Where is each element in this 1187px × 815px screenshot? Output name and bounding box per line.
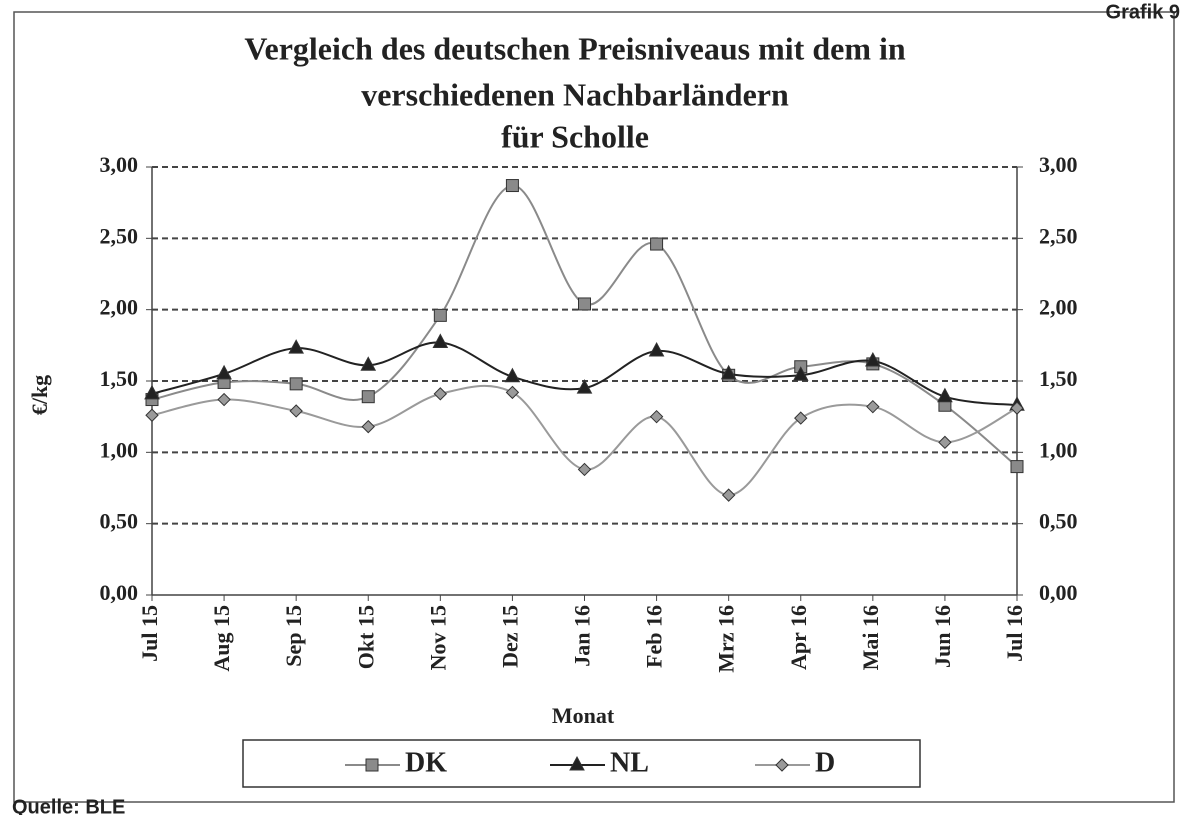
- point: [792, 366, 809, 381]
- point: [289, 404, 303, 418]
- y-tick-label: 0,00: [100, 580, 139, 605]
- point: [864, 351, 881, 367]
- y2-tick-label: 3,00: [1039, 152, 1078, 177]
- point: [504, 367, 521, 383]
- y-tick-label: 0,50: [100, 509, 139, 534]
- series-line: [151, 184, 1018, 468]
- x-tick-label: Jan 16: [570, 605, 595, 667]
- x-tick-label: Jul 15: [137, 605, 162, 662]
- y-tick-label: 2,00: [100, 295, 139, 320]
- point: [216, 364, 232, 380]
- x-tick-label: Feb 16: [642, 605, 667, 668]
- y2-tick-label: 2,00: [1039, 295, 1078, 320]
- x-tick-label: Okt 15: [353, 605, 378, 669]
- y-tick-label: 2,50: [100, 223, 139, 248]
- y-tick-label: 3,00: [100, 152, 139, 177]
- x-tick-label: Nov 15: [425, 605, 450, 670]
- x-tick-label: Aug 15: [209, 605, 234, 672]
- point: [648, 341, 665, 357]
- point: [578, 297, 591, 311]
- point: [576, 379, 593, 394]
- point: [938, 435, 952, 450]
- x-tick-label: Mai 16: [858, 605, 883, 670]
- point: [650, 237, 664, 251]
- point: [144, 384, 160, 400]
- x-tick-label: Apr 16: [786, 605, 811, 670]
- point: [505, 385, 520, 400]
- x-tick-label: Dez 15: [497, 605, 522, 668]
- series-line: [151, 341, 1018, 407]
- point: [360, 356, 377, 371]
- point: [145, 408, 159, 422]
- y-tick-label: 1,50: [100, 366, 139, 391]
- point: [577, 462, 592, 477]
- point: [289, 377, 303, 391]
- chart-title: für Scholle: [501, 118, 649, 154]
- legend-marker: [365, 758, 379, 772]
- x-tick-label: Mrz 16: [714, 605, 739, 673]
- frame: [13, 11, 1175, 803]
- point: [361, 419, 375, 434]
- point: [361, 390, 375, 404]
- series-line: [151, 384, 1018, 497]
- legend-label: D: [815, 747, 835, 778]
- y2-tick-label: 0,00: [1039, 580, 1078, 605]
- chart-title: Vergleich des deutschen Preisniveaus mit…: [244, 30, 906, 66]
- point: [866, 399, 880, 414]
- point: [432, 333, 449, 348]
- point: [505, 179, 519, 193]
- point: [794, 411, 808, 425]
- point: [721, 488, 736, 502]
- point: [217, 392, 231, 407]
- x-tick-label: Jul 16: [1002, 605, 1027, 662]
- legend-label: DK: [405, 747, 447, 778]
- point: [433, 308, 447, 322]
- point: [937, 387, 953, 403]
- chart-title: verschiedenen Nachbarländern: [361, 76, 789, 112]
- x-tick-label: Sep 15: [281, 605, 306, 667]
- legend-box: [242, 739, 921, 788]
- y-tick-label: 1,00: [100, 437, 139, 462]
- x-axis-label: Monat: [552, 703, 615, 728]
- legend-marker: [569, 755, 585, 771]
- legend-marker: [775, 758, 789, 772]
- corner-label: Grafik 9: [1106, 1, 1180, 23]
- y2-tick-label: 0,50: [1039, 509, 1078, 534]
- point: [649, 409, 664, 424]
- y2-tick-label: 2,50: [1039, 223, 1078, 248]
- point: [1010, 460, 1024, 474]
- x-tick-label: Jun 16: [930, 605, 955, 668]
- source: Quelle: BLE: [12, 796, 125, 815]
- y2-tick-label: 1,00: [1039, 437, 1078, 462]
- point: [433, 387, 448, 401]
- legend-label: NL: [610, 747, 649, 778]
- y-axis-label: €/kg: [27, 375, 52, 415]
- point: [1010, 401, 1024, 415]
- point: [720, 364, 737, 380]
- y2-tick-label: 1,50: [1039, 366, 1078, 391]
- point: [288, 339, 305, 354]
